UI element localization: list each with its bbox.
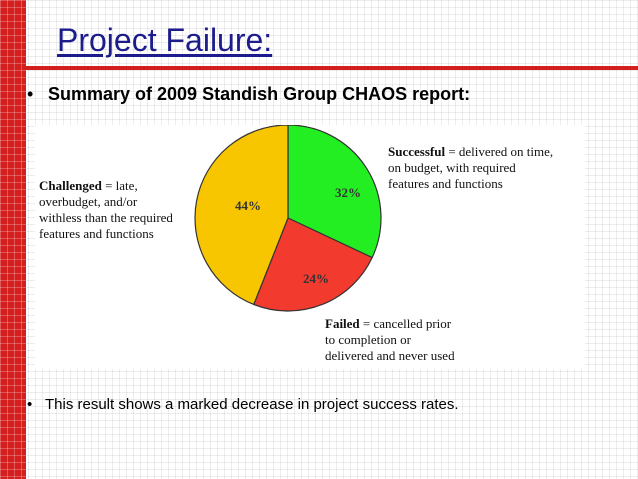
pie-slice-successful [287,124,382,259]
legend-challenged-line: features and functions [39,226,154,241]
left-accent-bar [0,0,26,479]
legend-challenged-title: Challenged [39,178,102,193]
legend-failed: Failed = cancelled prior to completion o… [325,316,455,364]
legend-challenged-line: withless than the required [39,210,173,225]
pie-value-label-failed: 24% [303,271,329,286]
pie-slice-failed [252,217,373,312]
bullet-marker: • [27,396,33,413]
legend-successful-line: features and functions [388,176,503,191]
legend-failed-title: Failed [325,316,360,331]
legend-successful-line: on budget, with required [388,160,516,175]
chart-panel: 32% 24% 44% Successful = delivered on time… [35,124,585,369]
title-divider [26,66,638,70]
pie-value-label-successful: 32% [335,185,361,200]
bullet-marker: • [27,84,34,104]
legend-successful: Successful = delivered on time, on budge… [388,144,553,192]
legend-challenged-desc: = late, [101,178,138,193]
legend-successful-title: Successful [388,144,446,159]
legend-challenged: Challenged = late, overbudget, and/or wi… [39,178,173,242]
pie-chart: 32% 24% 44% [194,124,382,312]
bullet-result-text: This result shows a marked decrease in p… [45,396,459,413]
legend-challenged-line: overbudget, and/or [39,194,138,209]
slide-title: Project Failure: [57,22,273,58]
legend-failed-line: delivered and never used [325,348,455,363]
legend-failed-desc: = cancelled prior [359,316,452,331]
bullet-summary-text: Summary of 2009 Standish Group CHAOS rep… [48,84,471,104]
pie-slice-challenged [194,124,289,306]
pie-value-label-challenged: 44% [235,198,261,213]
legend-successful-desc: = delivered on time, [445,144,554,159]
legend-failed-line: to completion or [325,332,411,347]
